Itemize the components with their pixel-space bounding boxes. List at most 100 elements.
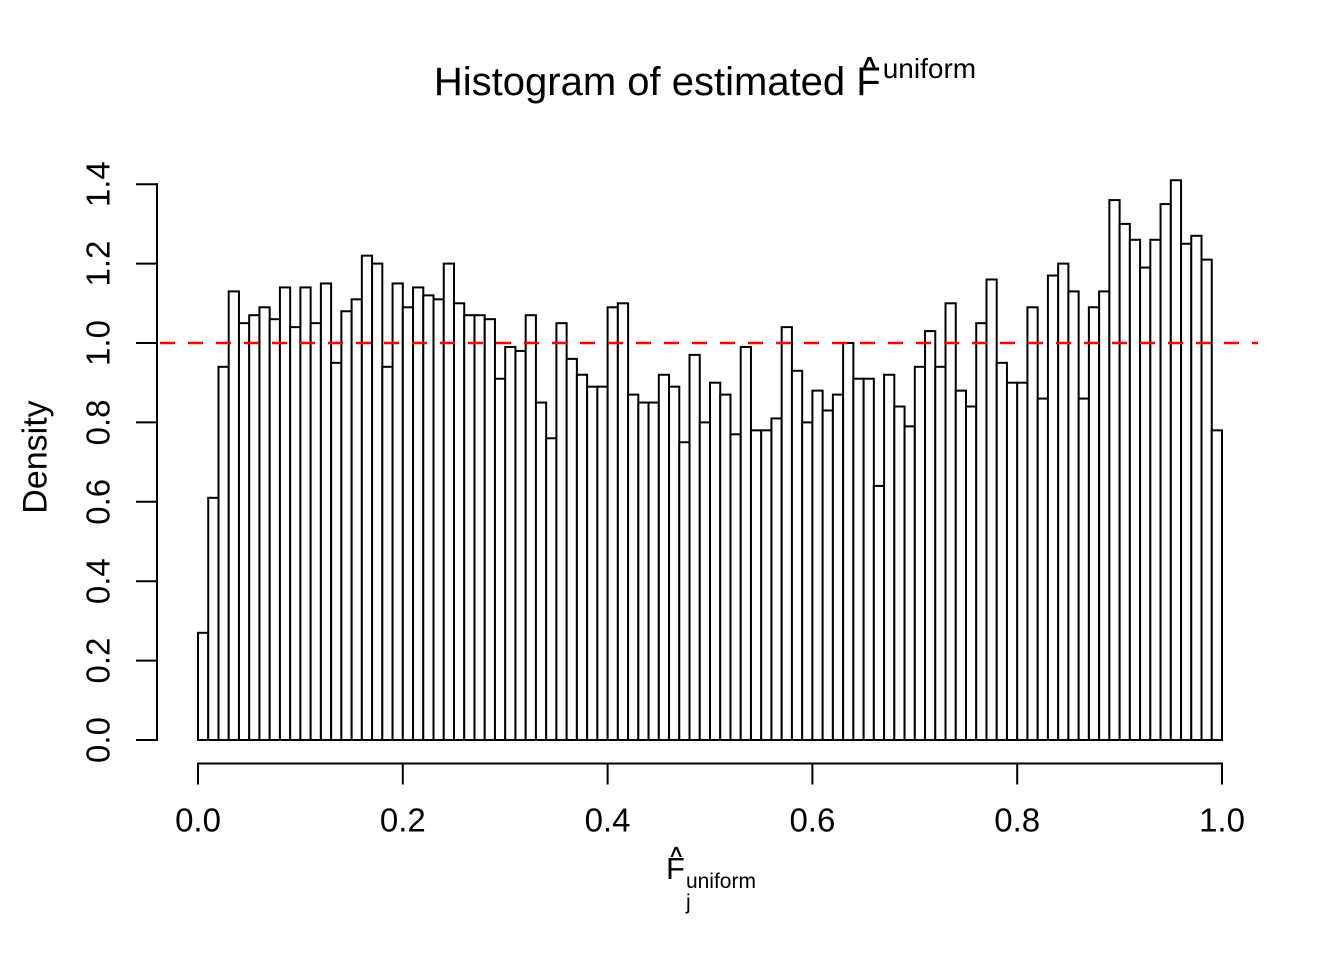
histogram-bar	[668, 385, 681, 741]
histogram-bar	[227, 290, 240, 741]
histogram-bar	[237, 322, 251, 741]
histogram-bar	[647, 401, 660, 741]
histogram-bar	[883, 373, 896, 741]
histogram-bar	[258, 306, 271, 741]
chart-title-text: Histogram of estimated	[433, 60, 857, 104]
x-axis-tick-label: 1.0	[1199, 802, 1245, 839]
histogram-bar	[1149, 238, 1162, 741]
histogram-bar	[852, 377, 865, 741]
x-axis-label-scripts: uniform j	[686, 871, 756, 913]
x-axis-label: F ∧ uniform j	[666, 841, 756, 913]
histogram-bar	[719, 393, 732, 741]
x-axis-tick-label: 0.8	[994, 802, 1040, 839]
histogram-bar	[545, 437, 558, 741]
histogram-bar	[555, 322, 568, 741]
histogram-bar	[1098, 290, 1111, 741]
histogram-bar	[903, 425, 916, 741]
histogram-bar	[862, 377, 875, 741]
histogram-bar	[524, 314, 537, 741]
histogram-bar	[606, 306, 619, 741]
histogram-bar	[729, 433, 742, 741]
y-axis-tick-label: 0.4	[80, 558, 117, 604]
histogram-bar	[1190, 234, 1203, 741]
histogram-bars-group	[197, 179, 1224, 742]
histogram-bar	[504, 345, 517, 741]
y-axis-tick-label: 1.0	[80, 320, 117, 366]
histogram-bar	[514, 349, 527, 741]
histogram-bar	[801, 421, 814, 741]
histogram-bar	[371, 262, 384, 741]
histogram-bar	[780, 326, 793, 741]
histogram-bar	[1159, 203, 1172, 742]
histogram-bar	[442, 262, 456, 741]
histogram-bar	[197, 631, 210, 741]
histogram-bar	[391, 282, 404, 741]
histogram-bar	[299, 286, 312, 741]
histogram-bar	[1077, 397, 1090, 741]
histogram-bar	[842, 342, 855, 741]
histogram-bar	[1118, 222, 1131, 741]
histogram-bar	[698, 421, 712, 741]
histogram-bar	[422, 294, 435, 741]
histogram-bar	[350, 298, 363, 741]
x-axis-tick-label: 0.6	[789, 802, 835, 839]
histogram-bar	[534, 401, 548, 741]
histogram-bar	[432, 298, 445, 741]
histogram-bar	[944, 302, 957, 741]
x-axis-tick-label: 0.2	[380, 802, 426, 839]
histogram-bar	[1108, 199, 1121, 741]
y-axis-tick-label: 1.4	[80, 161, 117, 207]
histogram-bar	[1046, 274, 1060, 741]
histogram-bar	[463, 314, 476, 741]
histogram-bar	[340, 310, 353, 741]
histogram-bar	[401, 306, 415, 741]
histogram-bar	[975, 322, 988, 741]
histogram-bar	[1180, 242, 1193, 741]
axes-group: 0.0 0.2 0.4 0.6 0.8 1.0 0.0 0.2 0.4 0.6 0.8 1.0 1.2 1…	[80, 161, 1245, 838]
histogram-bar	[248, 314, 261, 741]
y-axis-tick-label: 1.2	[80, 241, 117, 287]
histogram-bar	[381, 365, 394, 741]
x-axis-tick-label: 0.0	[175, 802, 221, 839]
histogram-bar	[831, 393, 845, 741]
histogram-bar	[995, 361, 1008, 741]
histogram-bar	[688, 353, 701, 741]
chart-title: Histogram of estimated F ∧ uniform	[433, 50, 976, 108]
histogram-bar	[637, 401, 650, 741]
y-axis-tick-label: 0.8	[80, 399, 117, 445]
histogram-bar	[934, 365, 947, 741]
hat-accent: ∧	[858, 49, 881, 75]
histogram-bar	[872, 484, 886, 742]
histogram-bar	[289, 326, 302, 741]
histogram-bar	[954, 389, 968, 741]
histogram-bar	[493, 377, 507, 741]
y-axis-tick-label: 0.0	[80, 717, 117, 763]
histogram-bar	[453, 302, 466, 741]
histogram-bar	[207, 496, 220, 741]
histogram-bar	[893, 405, 906, 741]
histogram-bar	[575, 373, 589, 741]
histogram-bar	[319, 282, 333, 741]
histogram-bar	[965, 405, 978, 741]
histogram-bar	[627, 393, 640, 741]
histogram-bar	[770, 417, 783, 741]
histogram-bar	[1016, 381, 1029, 741]
histogram-bar	[586, 385, 599, 741]
histogram-bar	[1128, 238, 1142, 741]
histogram-bar	[473, 314, 486, 741]
histogram-bar	[1200, 258, 1213, 741]
f-hat-symbol: F ∧	[856, 50, 881, 104]
histogram-bar	[483, 318, 496, 741]
histogram-bar	[1139, 266, 1152, 741]
histogram-bar	[596, 385, 609, 741]
histogram-bar	[678, 441, 691, 741]
histogram-bar	[1087, 306, 1101, 741]
histogram-bar	[1067, 290, 1080, 741]
histogram-bar	[330, 361, 343, 741]
histogram-bar	[1057, 262, 1070, 741]
histogram-bar	[821, 409, 834, 741]
y-axis-tick-label: 0.2	[80, 638, 117, 684]
histogram-bar	[1036, 397, 1049, 741]
chart-title-superscript: uniform	[882, 52, 977, 84]
